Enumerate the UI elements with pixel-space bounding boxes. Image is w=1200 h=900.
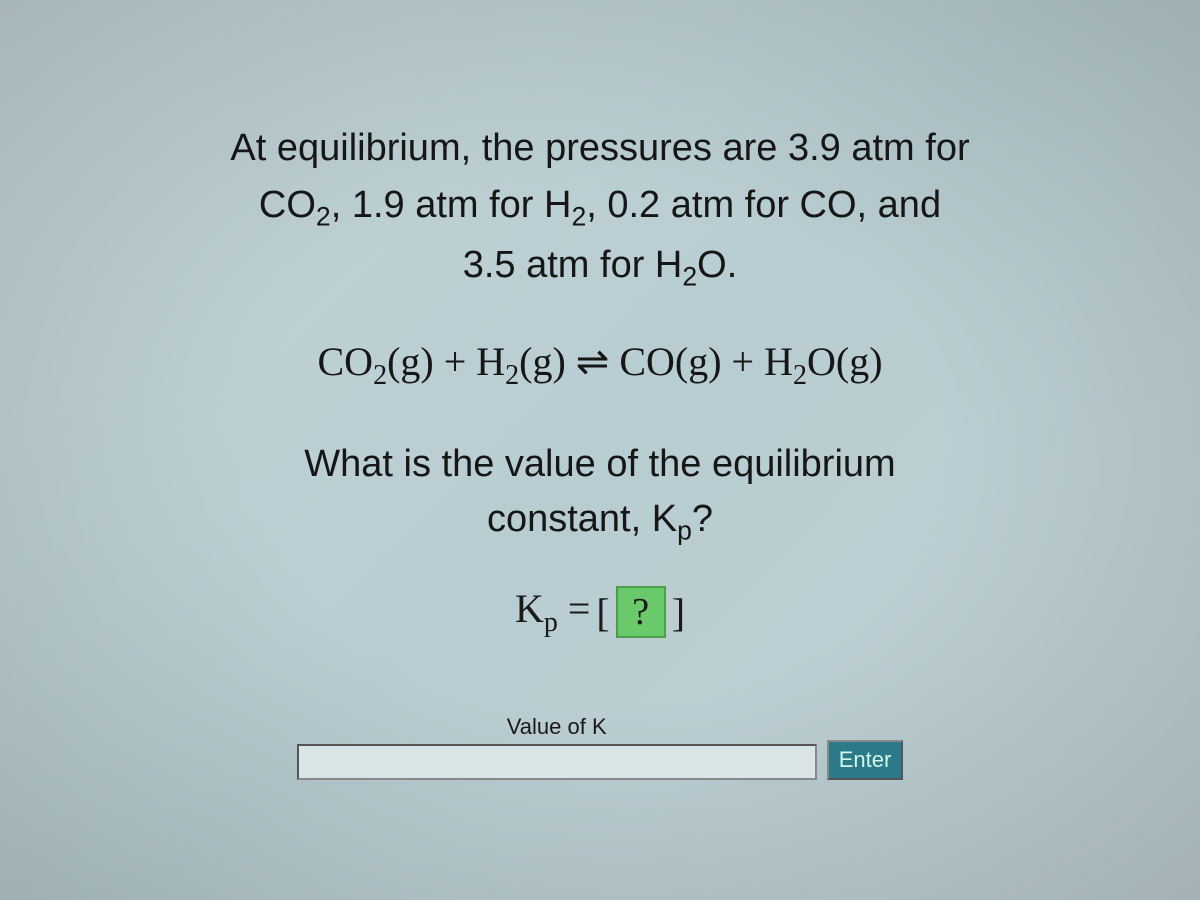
equilibrium-arrow: ⇌ xyxy=(566,339,620,384)
enter-button[interactable]: Enter xyxy=(827,740,904,780)
answer-placeholder-box: ? xyxy=(616,586,666,638)
value-input[interactable] xyxy=(297,744,817,780)
question-text: What is the value of the equilibrium con… xyxy=(110,437,1090,550)
input-wrapper: Value of K xyxy=(297,714,817,780)
chemical-equation: CO2(g) + H2(g) ⇌ CO(g) + H2O(g) xyxy=(110,338,1090,392)
intro-text: At equilibrium, the pressures are 3.9 at… xyxy=(110,120,1090,298)
intro-line2: CO2, 1.9 atm for H2, 0.2 atm for CO, and xyxy=(259,184,941,226)
problem-content: At equilibrium, the pressures are 3.9 at… xyxy=(110,120,1090,780)
intro-line1: At equilibrium, the pressures are 3.9 at… xyxy=(230,127,969,169)
input-label: Value of K xyxy=(507,714,607,740)
intro-line3: 3.5 atm for H2O. xyxy=(463,244,738,286)
input-area: Value of K Enter xyxy=(110,714,1090,780)
kp-expression: Kp = [ ? ] xyxy=(110,585,1090,639)
